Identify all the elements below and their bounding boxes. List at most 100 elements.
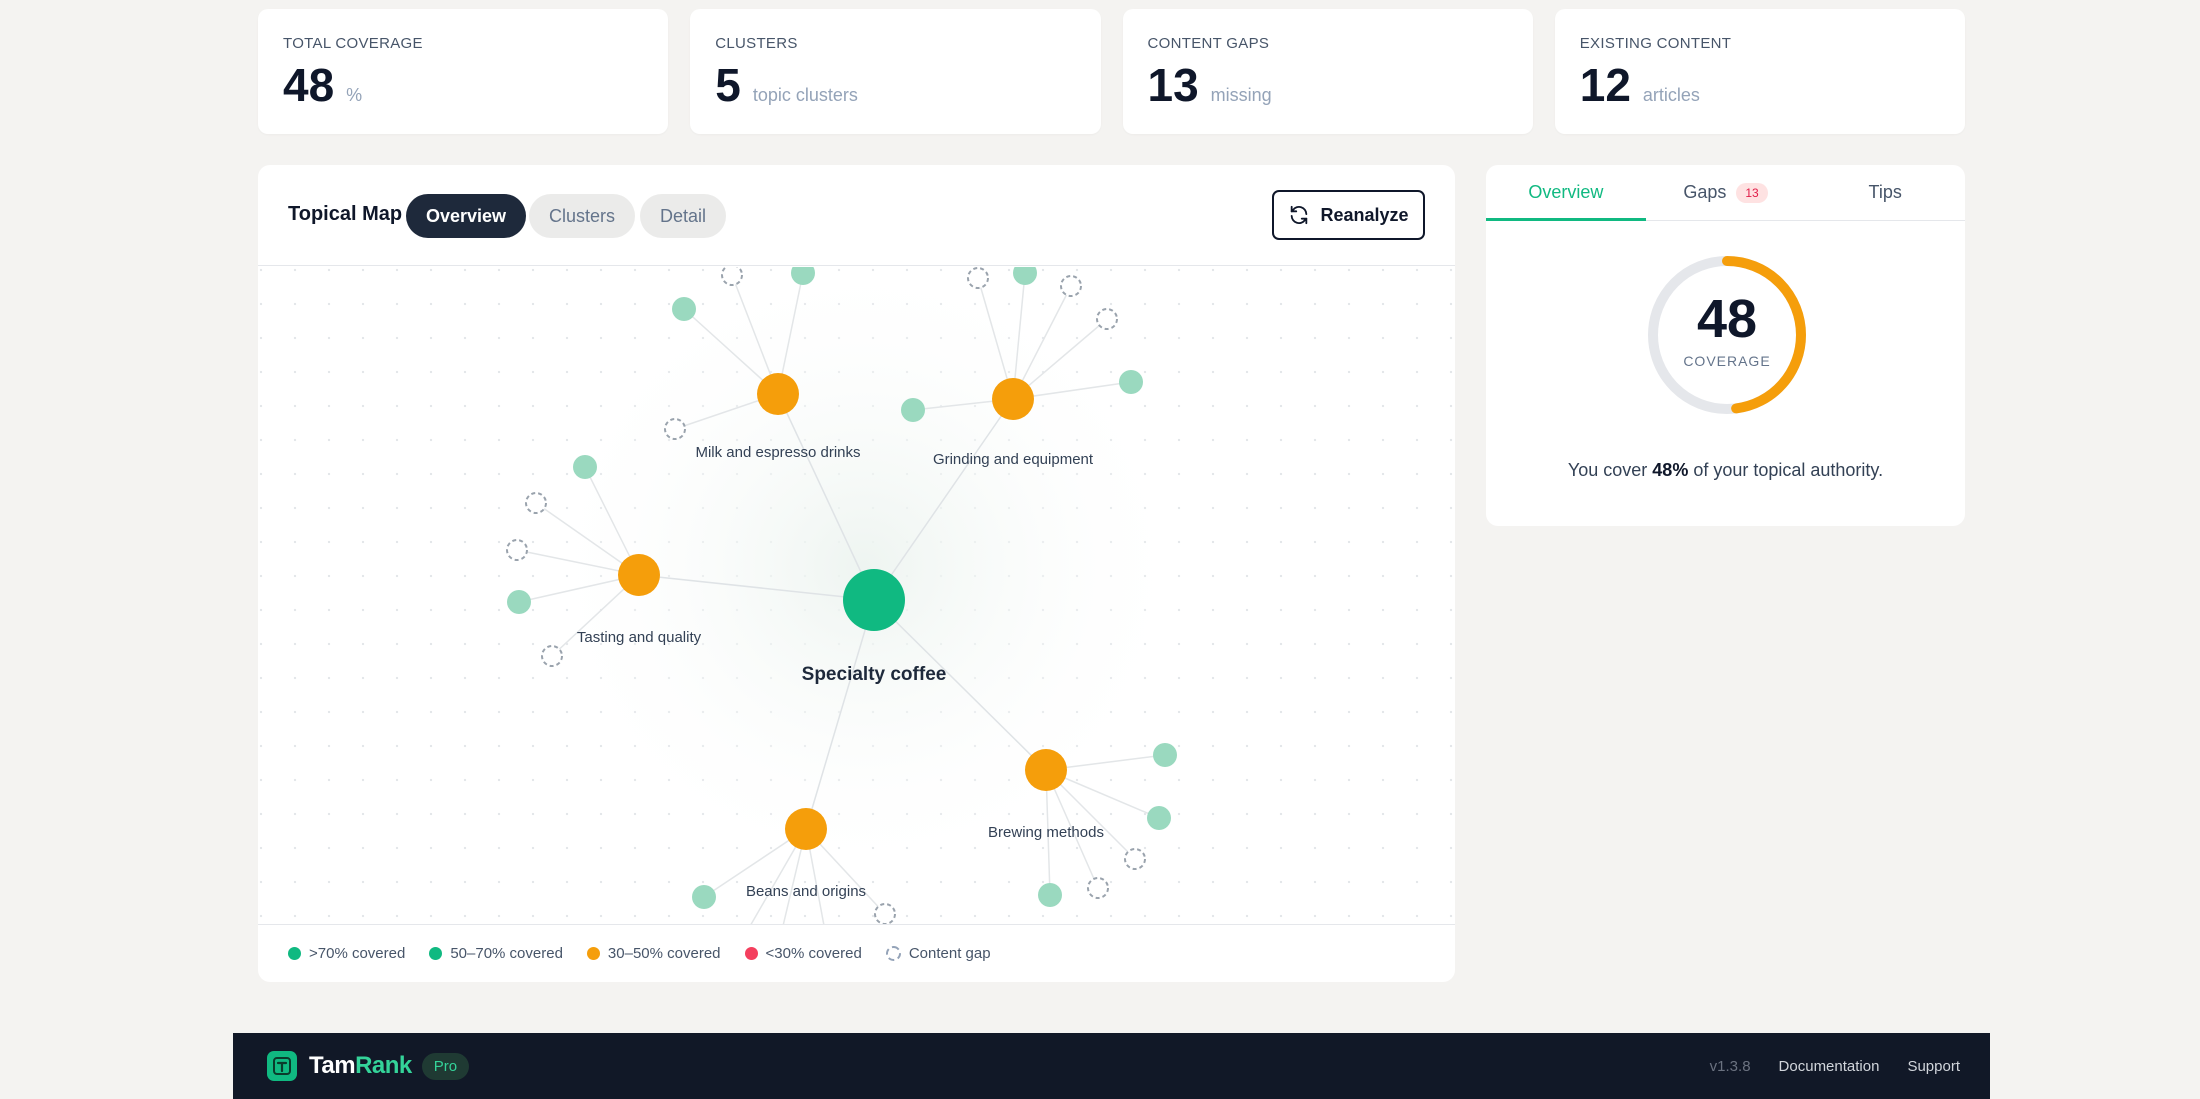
map-legend: >70% covered 50–70% covered 30–50% cover… xyxy=(258,924,1455,982)
gap-node[interactable] xyxy=(721,267,743,286)
cluster-label: Beans and origins xyxy=(746,883,866,900)
leaf-node[interactable] xyxy=(672,297,696,321)
cluster-node-milk-espresso[interactable] xyxy=(757,373,799,415)
gap-node[interactable] xyxy=(541,645,563,667)
coverage-summary-suffix: of your topical authority. xyxy=(1688,460,1884,480)
gap-node[interactable] xyxy=(506,539,528,561)
stat-value: 13 xyxy=(1147,59,1199,111)
tab-label: Gaps xyxy=(1683,182,1727,202)
footer: TamRank Pro v1.3.8 Documentation Support xyxy=(233,1033,1990,1099)
leaf-node[interactable] xyxy=(692,885,716,909)
stat-value: 48 xyxy=(283,59,335,111)
gauge-caption: COVERAGE xyxy=(1683,353,1771,369)
leaf-node[interactable] xyxy=(507,590,531,614)
map-title: Topical Map xyxy=(288,203,403,225)
stat-value: 12 xyxy=(1579,59,1631,111)
green-dot-icon xyxy=(429,947,443,960)
cluster-label: Milk and espresso drinks xyxy=(695,444,860,461)
stat-unit: articles xyxy=(1642,85,1700,105)
coverage-summary: You cover 48% of your topical authority. xyxy=(1486,460,1965,481)
view-clusters-button[interactable]: Clusters xyxy=(529,194,636,238)
gap-node[interactable] xyxy=(874,903,896,924)
map-canvas[interactable]: Milk and espresso drinks Grinding and eq… xyxy=(258,267,1455,924)
view-overview-button[interactable]: Overview xyxy=(406,194,527,238)
legend-item-low: <30% covered xyxy=(744,945,862,962)
gauge-arc xyxy=(1648,256,1806,414)
tab-label: Tips xyxy=(1868,182,1902,202)
gap-node[interactable] xyxy=(1096,308,1118,330)
gap-node[interactable] xyxy=(1060,275,1082,297)
leaf-node[interactable] xyxy=(573,455,597,479)
leaf-node[interactable] xyxy=(901,398,925,422)
gauge-value: 48 xyxy=(1696,289,1758,349)
center-topic-label: Specialty coffee xyxy=(802,664,947,685)
legend-label: >70% covered xyxy=(309,945,406,962)
cluster-node-tasting-quality[interactable] xyxy=(618,554,660,596)
brand-main: Tam xyxy=(309,1052,356,1079)
cluster-nodes[interactable] xyxy=(618,373,1067,850)
stat-unit: % xyxy=(346,85,363,105)
tab-gaps[interactable]: Gaps 13 xyxy=(1646,165,1806,220)
legend-item-mid-low: 30–50% covered xyxy=(586,945,721,962)
leaf-node[interactable] xyxy=(1013,267,1037,285)
tab-overview[interactable]: Overview xyxy=(1486,165,1646,221)
gap-node[interactable] xyxy=(967,267,989,289)
stat-value: 5 xyxy=(715,59,741,111)
legend-item-high: >70% covered xyxy=(288,945,405,962)
dashed-circle-icon xyxy=(885,946,901,961)
view-detail-button[interactable]: Detail xyxy=(640,194,727,238)
stat-label: CLUSTERS xyxy=(715,35,798,52)
support-link[interactable]: Support xyxy=(1907,1057,1960,1075)
orange-dot-icon xyxy=(586,947,600,960)
covered-leaves[interactable] xyxy=(507,267,1177,909)
legend-label: 30–50% covered xyxy=(607,945,721,962)
cluster-node-beans-origins[interactable] xyxy=(785,808,827,850)
center-node[interactable] xyxy=(843,569,905,631)
reanalyze-label: Reanalyze xyxy=(1320,204,1409,225)
gap-leaves[interactable] xyxy=(506,267,1146,924)
tab-tips[interactable]: Tips xyxy=(1805,165,1965,220)
gap-node[interactable] xyxy=(525,492,547,514)
refresh-icon xyxy=(1291,205,1308,225)
stat-label: TOTAL COVERAGE xyxy=(283,35,423,52)
leaf-node[interactable] xyxy=(1153,743,1177,767)
center-edges xyxy=(638,393,1047,830)
version-label: v1.3.8 xyxy=(1709,1057,1751,1075)
stat-unit: topic clusters xyxy=(752,85,858,105)
documentation-link[interactable]: Documentation xyxy=(1778,1057,1880,1075)
legend-label: 50–70% covered xyxy=(450,945,563,962)
stat-card-clusters: CLUSTERS 5 topic clusters xyxy=(690,9,1101,134)
cluster-label: Brewing methods xyxy=(988,824,1104,841)
footer-links: v1.3.8 Documentation Support xyxy=(1710,1058,1960,1075)
coverage-gauge: 48 COVERAGE xyxy=(1645,253,1809,417)
stat-card-content-gaps: CONTENT GAPS 13 missing xyxy=(1122,9,1533,134)
legend-item-mid-high: 50–70% covered xyxy=(429,945,563,962)
coverage-summary-prefix: You cover xyxy=(1567,460,1653,480)
stats-row: TOTAL COVERAGE 48 % CLUSTERS 5 topic clu… xyxy=(258,9,1965,134)
cluster-labels: Milk and espresso drinks Grinding and eq… xyxy=(577,444,1104,900)
stat-card-existing-content: EXISTING CONTENT 12 articles xyxy=(1554,9,1965,134)
legend-label: <30% covered xyxy=(765,945,862,962)
cluster-node-grinding-equipment[interactable] xyxy=(992,378,1034,420)
leaf-node[interactable] xyxy=(1119,370,1143,394)
topical-map-card: Topical Map Overview Clusters Detail Rea… xyxy=(258,165,1455,982)
topical-map-graph[interactable]: Milk and espresso drinks Grinding and eq… xyxy=(258,267,1455,924)
brand-accent: Rank xyxy=(355,1052,412,1079)
leaf-node[interactable] xyxy=(1147,806,1171,830)
coverage-panel: Overview Gaps 13 Tips 48 COVERAGE You co… xyxy=(1486,165,1965,526)
gap-node[interactable] xyxy=(664,418,686,440)
legend-label: Content gap xyxy=(908,945,991,962)
gap-node[interactable] xyxy=(1124,848,1146,870)
cluster-label: Tasting and quality xyxy=(577,629,702,646)
cluster-node-brewing-methods[interactable] xyxy=(1025,749,1067,791)
leaf-node[interactable] xyxy=(791,267,815,285)
tab-label: Overview xyxy=(1528,182,1604,202)
pro-badge: Pro xyxy=(421,1052,470,1080)
gap-node[interactable] xyxy=(1087,877,1109,899)
leaf-node[interactable] xyxy=(1038,883,1062,907)
brand-name[interactable]: TamRank xyxy=(309,1052,412,1080)
stat-label: CONTENT GAPS xyxy=(1147,35,1270,52)
green-dot-icon xyxy=(288,947,301,960)
tamrank-logo-icon[interactable] xyxy=(267,1051,297,1081)
reanalyze-button[interactable]: Reanalyze xyxy=(1272,190,1425,240)
